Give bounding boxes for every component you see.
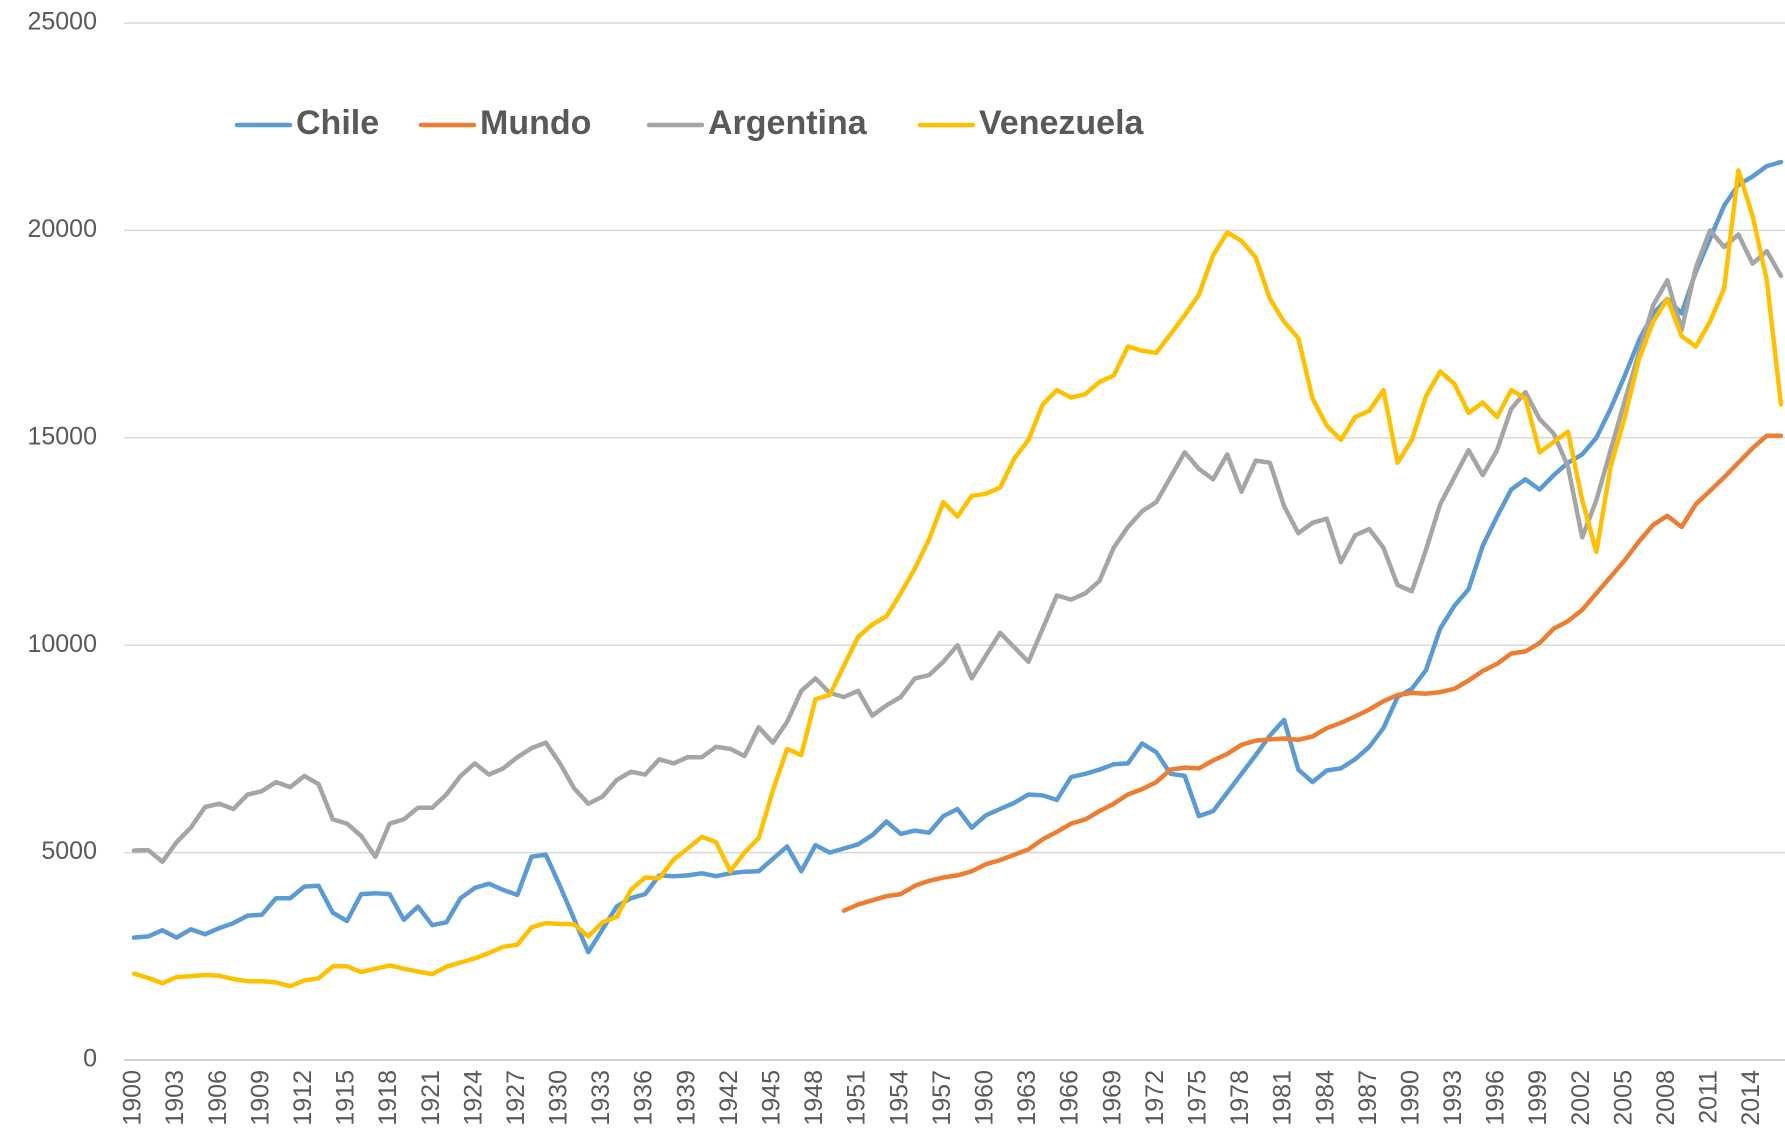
x-tick-label: 1984: [1311, 1070, 1339, 1126]
y-tick-label: 0: [83, 1045, 97, 1073]
y-tick-label: 5000: [41, 837, 97, 865]
x-tick-label: 1951: [843, 1070, 871, 1126]
x-tick-label: 1942: [715, 1070, 743, 1126]
legend-item: Argentina: [646, 104, 868, 142]
legend-item: Mundo: [418, 104, 591, 142]
x-tick-label: 1990: [1396, 1070, 1424, 1126]
x-tick-label: 1906: [204, 1070, 232, 1126]
legend-label: Mundo: [480, 104, 591, 142]
x-tick-label: 1909: [246, 1070, 274, 1126]
x-tick-label: 2005: [1609, 1070, 1637, 1126]
x-tick-label: 1912: [289, 1070, 317, 1126]
x-tick-label: 1969: [1098, 1070, 1126, 1126]
x-tick-label: 1918: [374, 1070, 402, 1126]
x-tick-label: 1954: [885, 1070, 913, 1126]
x-tick-label: 1975: [1183, 1070, 1211, 1126]
x-tick-label: 1960: [971, 1070, 999, 1126]
series-line: [131, 228, 1784, 864]
x-tick-label: 1921: [417, 1070, 445, 1126]
x-tick-label: 1924: [459, 1070, 487, 1126]
x-tick-label: 1957: [928, 1070, 956, 1126]
x-tick-label: 2008: [1652, 1070, 1680, 1126]
x-tick-label: 1966: [1056, 1070, 1084, 1126]
x-tick-label: 2002: [1567, 1070, 1595, 1126]
x-tick-label: 1930: [545, 1070, 573, 1126]
x-tick-label: 1999: [1524, 1070, 1552, 1126]
x-tick-label: 1927: [502, 1070, 530, 1126]
x-tick-label: 1939: [672, 1070, 700, 1126]
series-line: [841, 433, 1784, 913]
legend-label: Venezuela: [979, 104, 1145, 142]
x-tick-label: 1996: [1482, 1070, 1510, 1126]
y-tick-label: 15000: [27, 422, 97, 450]
x-tick-label: 1978: [1226, 1070, 1254, 1126]
y-tick-label: 25000: [27, 8, 97, 36]
series-line: [131, 168, 1784, 989]
x-tick-label: 1900: [119, 1070, 147, 1126]
x-tick-label: 1936: [630, 1070, 658, 1126]
x-tick-label: 1987: [1354, 1070, 1382, 1126]
series-line: [131, 159, 1784, 955]
x-tick-label: 1993: [1439, 1070, 1467, 1126]
y-tick-label: 10000: [27, 630, 97, 658]
legend-label: Chile: [296, 104, 379, 142]
x-tick-label: 1945: [758, 1070, 786, 1126]
x-tick-label: 1972: [1141, 1070, 1169, 1126]
x-tick-label: 1933: [587, 1070, 615, 1126]
legend-item: Chile: [234, 104, 379, 142]
x-tick-label: 1915: [332, 1070, 360, 1126]
x-tick-label: 1948: [800, 1070, 828, 1126]
x-tick-label: 1903: [161, 1070, 189, 1126]
legend-label: Argentina: [708, 104, 868, 142]
x-tick-label: 2011: [1695, 1070, 1723, 1124]
x-tick-label: 1981: [1269, 1070, 1297, 1126]
y-tick-label: 20000: [27, 215, 97, 243]
legend-item: Venezuela: [917, 104, 1145, 142]
x-tick-label: 1963: [1013, 1070, 1041, 1126]
x-tick-label: 2014: [1737, 1070, 1765, 1126]
